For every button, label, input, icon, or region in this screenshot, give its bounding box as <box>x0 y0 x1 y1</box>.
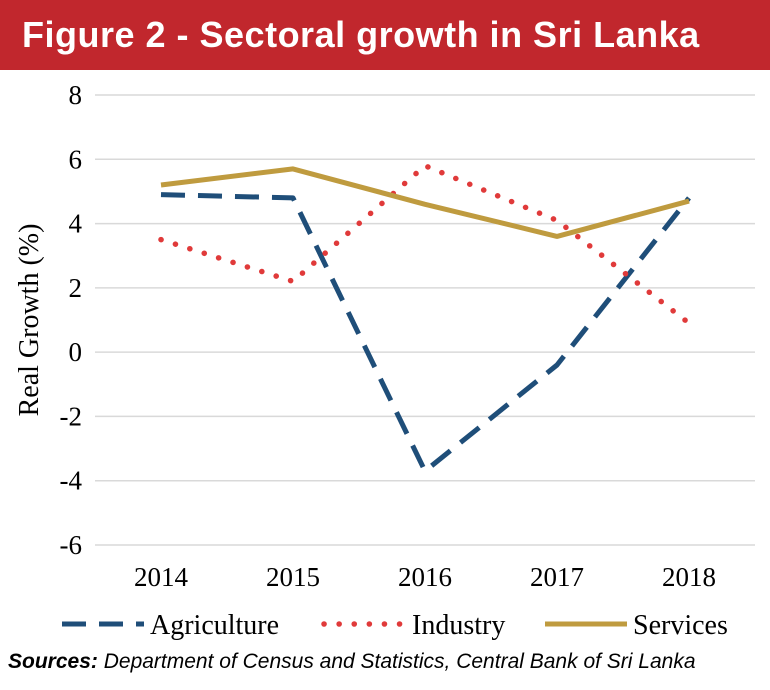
x-tick-label: 2016 <box>398 562 452 592</box>
legend-label-services: Services <box>633 610 728 641</box>
sources-text: Department of Census and Statistics, Cen… <box>103 650 696 673</box>
line-chart: 8 6 4 2 0 -2 -4 -6 2014 2015 2016 2017 2018 Real Gr… <box>14 80 755 641</box>
y-tick-label: -4 <box>60 466 83 496</box>
series-line-agriculture <box>160 192 691 474</box>
gridlines <box>95 94 755 546</box>
x-tick-label: 2018 <box>662 562 716 592</box>
legend-label-industry: Industry <box>412 610 505 641</box>
legend-label-agriculture: Agriculture <box>150 610 279 641</box>
y-tick-label: -2 <box>60 401 83 431</box>
y-axis-title: Real Growth (%) <box>14 224 45 417</box>
chart-title: Figure 2 - Sectoral growth in Sri Lanka <box>0 0 770 70</box>
x-tick-label: 2017 <box>530 562 584 592</box>
y-tick-labels: 8 6 4 2 0 -2 -4 -6 <box>60 80 83 560</box>
y-tick-label: -6 <box>60 530 83 560</box>
sources-label: Sources: <box>8 650 98 673</box>
x-tick-label: 2015 <box>266 562 320 592</box>
y-tick-label: 4 <box>69 209 83 239</box>
sources-note: Sources: Department of Census and Statis… <box>8 650 768 674</box>
series-line-industry <box>158 162 692 326</box>
legend: Agriculture Industry Services <box>62 610 728 641</box>
x-tick-labels: 2014 2015 2016 2017 2018 <box>134 562 716 592</box>
y-tick-label: 0 <box>69 337 83 367</box>
series-lines <box>158 162 692 474</box>
y-tick-label: 2 <box>69 273 83 303</box>
x-tick-label: 2014 <box>134 562 189 592</box>
y-tick-label: 8 <box>69 80 83 110</box>
y-tick-label: 6 <box>69 144 83 174</box>
series-line-services <box>160 166 690 239</box>
